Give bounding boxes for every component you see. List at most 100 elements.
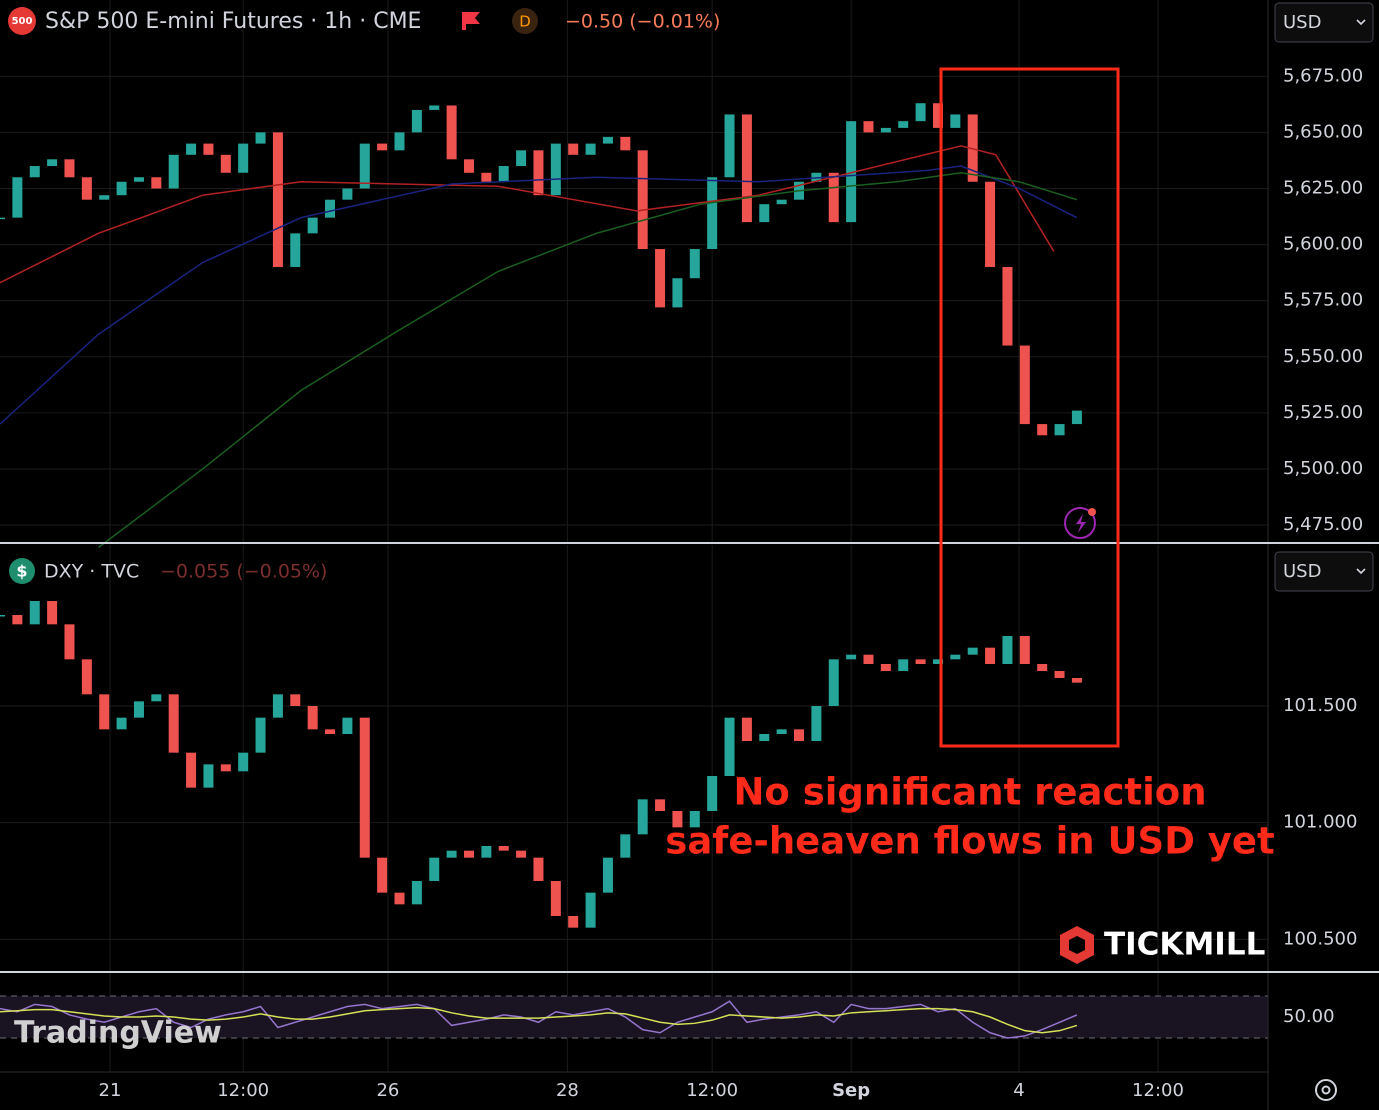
candle [932,103,943,128]
candle [47,601,58,625]
candle [776,729,787,734]
currency-button[interactable] [1274,551,1374,592]
candle [915,103,926,122]
highlight-box [939,67,1120,748]
currency-label[interactable]: USD [1283,561,1321,582]
candle [568,143,579,155]
candle [411,109,422,133]
candle [880,127,891,133]
candle [394,132,405,151]
candle [116,717,127,730]
candle [985,647,996,664]
symbol-title[interactable]: S&P 500 E-mini Futures · 1h · CME [45,9,421,34]
symbol-badge: 500 [12,16,33,27]
brand-logo-cut [1069,936,1085,954]
candle [794,729,805,741]
candle [759,204,770,223]
price-change: −0.055 (−0.05%) [160,561,327,583]
candle [116,181,127,196]
moving-average [0,145,1055,284]
candle [1037,424,1048,436]
candle [220,764,231,772]
candle [29,601,40,625]
flag-icon[interactable] [462,12,480,30]
x-tick-label: Sep [832,1080,870,1101]
indicator-line [0,1000,1078,1039]
symbol-title[interactable]: DXY · TVC [44,561,139,583]
candle [81,177,92,200]
candle [846,654,857,660]
candle [1019,636,1030,664]
candle [342,188,353,200]
currency-button[interactable] [1274,2,1374,43]
candle [133,701,144,718]
watermark: TradingView [14,1016,222,1051]
candle [203,764,214,788]
candle [81,659,92,695]
candle [342,717,353,734]
candle [620,834,631,858]
candle [898,121,909,128]
candle [151,177,162,189]
candle [203,143,214,155]
candle [238,752,249,772]
candle [377,143,388,151]
candle [741,114,752,223]
candle [64,159,75,178]
candle [533,857,544,881]
candle [533,150,544,196]
candle [463,159,474,173]
candle [272,132,283,268]
candle [828,172,839,223]
candle [516,850,527,858]
candle [481,172,492,182]
candle [932,659,943,664]
candle [759,734,770,741]
annotation: No significant reaction [733,771,1206,814]
moving-average [97,172,1078,549]
symbol-logo [9,558,35,584]
candle [585,143,596,155]
candle [377,857,388,893]
candle [255,132,266,144]
candle [724,717,735,776]
currency-label[interactable]: USD [1283,12,1321,33]
candle [186,752,197,788]
candle [967,647,978,655]
candle [915,659,926,664]
candle [602,136,613,144]
x-tick-label: 21 [99,1080,122,1101]
candle [568,916,579,928]
candle [290,233,301,268]
x-tick-label: 28 [556,1080,579,1101]
candle [846,121,857,223]
candle [29,166,40,178]
candle [898,659,909,671]
candle [1002,636,1013,664]
candle [411,881,422,905]
chevron [1356,19,1366,26]
chevron [1356,568,1366,575]
alert-icon[interactable] [1064,507,1096,539]
candle [359,717,370,858]
candle [0,217,5,220]
candle [151,694,162,702]
candle [880,664,891,671]
candle [672,811,683,828]
candle [1002,267,1013,346]
candle [811,706,822,741]
y-tick-label: 101.500 [1283,695,1357,716]
dollar-icon: $ [16,562,27,581]
candle [985,181,996,268]
y-tick-label: 5,525.00 [1283,402,1363,423]
x-tick-label: 26 [376,1080,399,1101]
settings-button[interactable] [1315,1079,1337,1101]
candle [290,694,301,706]
candle [429,105,440,110]
y-tick-label: 5,625.00 [1283,177,1363,198]
candle [585,892,596,928]
candle [325,199,336,218]
y-tick-label: 5,675.00 [1283,65,1363,86]
y-tick-label: 5,575.00 [1283,290,1363,311]
